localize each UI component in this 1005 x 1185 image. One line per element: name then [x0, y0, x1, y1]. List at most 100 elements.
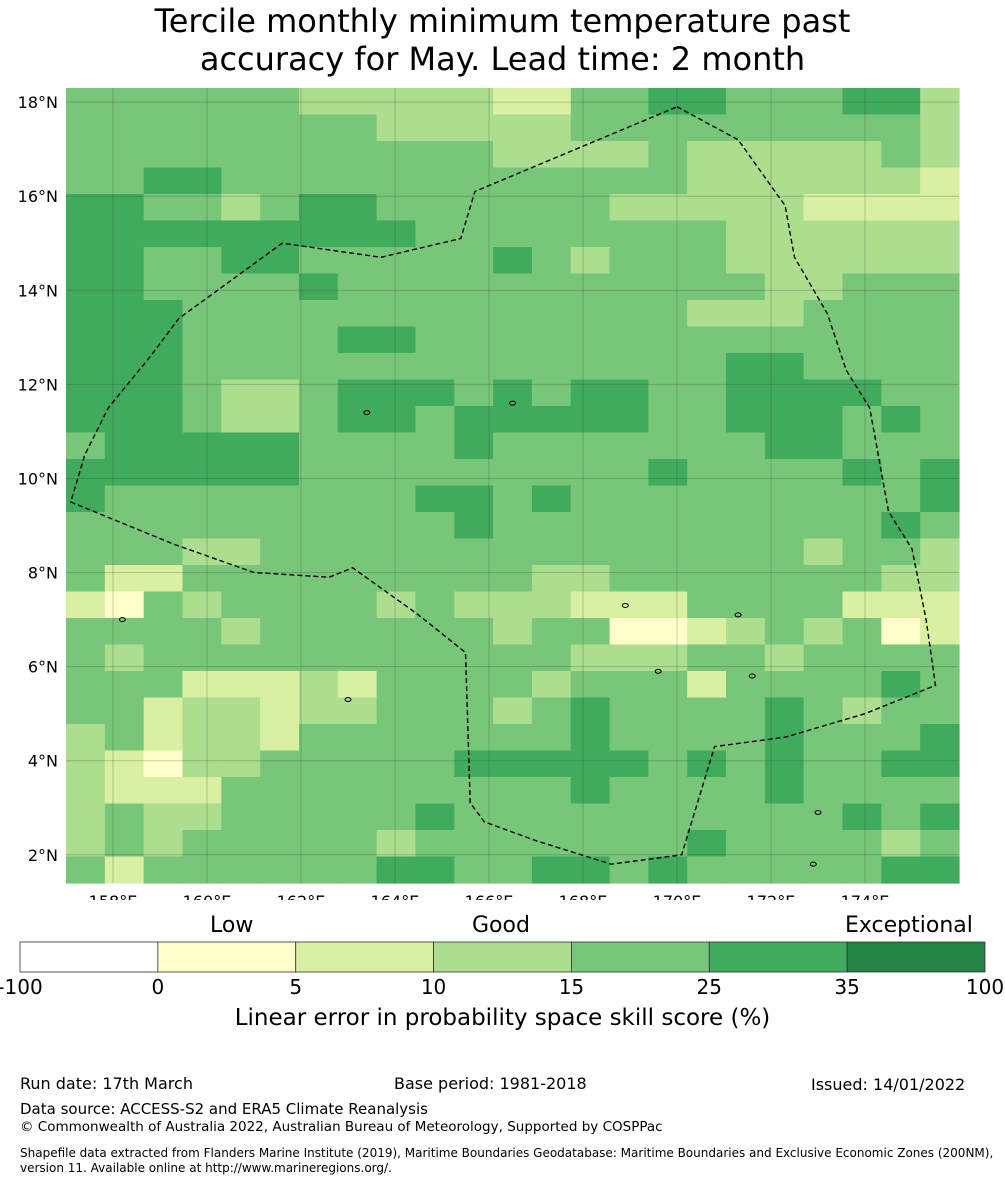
heatmap-cell — [764, 432, 805, 460]
heatmap-cell — [648, 353, 688, 381]
heatmap-cell — [143, 194, 184, 222]
heatmap-cell — [376, 777, 417, 805]
heatmap-cell — [881, 830, 921, 858]
heatmap-cell — [415, 114, 455, 142]
heatmap-cell — [415, 300, 455, 328]
heatmap-cell — [648, 830, 688, 858]
heatmap-cell — [803, 88, 844, 116]
heatmap-cell — [570, 141, 611, 169]
colorbar-segment — [571, 941, 710, 973]
heatmap-cell — [376, 247, 417, 275]
heatmap-cell — [454, 644, 494, 672]
heatmap-cell — [570, 856, 611, 884]
heatmap-cell — [493, 777, 533, 805]
chart-title: Tercile monthly minimum temperature past… — [0, 2, 1005, 78]
heatmap-cell — [531, 353, 572, 381]
heatmap-cell — [842, 697, 882, 725]
heatmap-cell — [803, 618, 844, 646]
heatmap-cell — [415, 538, 455, 566]
heatmap-cell — [376, 273, 417, 301]
heatmap-cell — [764, 750, 805, 778]
heatmap-cell — [376, 512, 417, 540]
heatmap-cell — [803, 353, 844, 381]
heatmap-cell — [726, 326, 766, 354]
heatmap-cell — [143, 618, 184, 646]
heatmap-cell — [881, 856, 921, 884]
heatmap-cell — [881, 114, 921, 142]
longitude-tick-label: 160°E — [183, 892, 232, 900]
heatmap-cell — [842, 803, 882, 831]
heatmap-cell — [920, 538, 960, 566]
heatmap-cell — [415, 432, 455, 460]
heatmap-cell — [143, 273, 184, 301]
heatmap-cell — [531, 300, 572, 328]
heatmap-cell — [570, 724, 611, 752]
heatmap-cell — [648, 644, 688, 672]
heatmap-cell — [881, 618, 921, 646]
heatmap-cell — [298, 697, 339, 725]
heatmap-cell — [842, 406, 882, 434]
heatmap-cell — [337, 406, 378, 434]
heatmap-cell — [143, 697, 184, 725]
heatmap-cell — [687, 856, 727, 884]
colorbar-segment — [157, 941, 297, 973]
heatmap-cell — [454, 618, 494, 646]
latitude-tick-label: 8°N — [28, 564, 58, 583]
heatmap-cell — [726, 141, 766, 169]
heatmap-cell — [221, 379, 261, 407]
heatmap-cell — [570, 750, 611, 778]
copyright: © Commonwealth of Australia 2022, Austra… — [20, 1119, 663, 1135]
heatmap-cell — [454, 724, 494, 752]
heatmap-cell — [803, 459, 844, 487]
heatmap-cell — [454, 512, 494, 540]
heatmap-cell — [570, 697, 611, 725]
island-outline — [344, 697, 352, 703]
heatmap-cell — [726, 512, 766, 540]
heatmap-cell — [803, 750, 844, 778]
heatmap-cell — [182, 485, 222, 513]
heatmap-cell — [570, 300, 611, 328]
heatmap-cell — [104, 379, 145, 407]
heatmap-cell — [260, 697, 300, 725]
latitude-tick-label: 14°N — [18, 281, 58, 300]
heatmap-cell — [726, 565, 766, 593]
heatmap-cell — [376, 856, 417, 884]
heatmap-cell — [298, 247, 339, 275]
heatmap-cell — [66, 856, 106, 884]
heatmap-cell — [493, 671, 533, 699]
heatmap-cell — [842, 750, 882, 778]
heatmap-cell — [531, 538, 572, 566]
colorbar-tick-label: 10 — [420, 975, 447, 999]
heatmap-cell — [66, 671, 106, 699]
heatmap-cell — [726, 353, 766, 381]
colorbar-tick-label: 25 — [696, 975, 723, 999]
heatmap-cell — [221, 671, 261, 699]
heatmap-cell — [920, 777, 960, 805]
heatmap-cell — [104, 565, 145, 593]
run-date: Run date: 17th March — [20, 1074, 193, 1093]
heatmap-cell — [182, 88, 222, 116]
heatmap-cell — [531, 88, 572, 116]
colorbar-segment — [295, 941, 434, 973]
heatmap-cell — [415, 644, 455, 672]
heatmap-cell — [531, 459, 572, 487]
heatmap-cell — [337, 485, 378, 513]
heatmap-cell — [182, 220, 222, 248]
heatmap-cell — [337, 220, 378, 248]
heatmap-cell — [687, 353, 727, 381]
heatmap-cell — [842, 671, 882, 699]
heatmap-cell — [609, 247, 649, 275]
heatmap-cell — [842, 777, 882, 805]
heatmap-cell — [764, 114, 805, 142]
heatmap-cell — [104, 697, 145, 725]
heatmap-cell — [493, 432, 533, 460]
heatmap-cell — [415, 591, 455, 619]
colorbar-segment — [708, 941, 848, 973]
heatmap-cell — [182, 300, 222, 328]
heatmap-cell — [182, 830, 222, 858]
heatmap-cell — [726, 300, 766, 328]
colorbar-segment — [846, 941, 986, 973]
colorbar-good-label: Good — [472, 913, 530, 938]
latitude-tick-label: 12°N — [18, 375, 58, 394]
heatmap-cell — [920, 591, 960, 619]
